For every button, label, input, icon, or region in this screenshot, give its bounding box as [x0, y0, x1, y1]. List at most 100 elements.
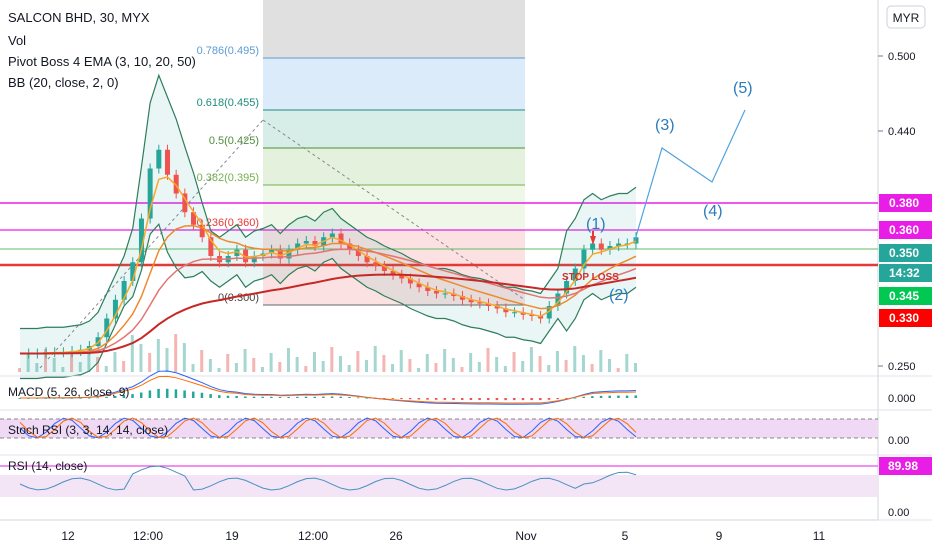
- fib-zone-382: [263, 185, 525, 230]
- macd-histogram-bar: [382, 398, 386, 399]
- macd-histogram-bar: [400, 398, 403, 399]
- candle-body: [191, 212, 197, 225]
- volume-bar: [113, 352, 117, 372]
- macd-histogram-bar: [487, 398, 490, 401]
- x-axis-label: 12:00: [298, 529, 328, 543]
- macd-histogram-bar: [192, 391, 195, 398]
- fib-zone-500: [263, 148, 525, 185]
- price-tick-label: 0.440: [888, 126, 916, 138]
- volume-bar: [434, 363, 438, 372]
- indicator-bb[interactable]: BB (20, close, 2, 0): [8, 75, 119, 90]
- candle-body: [355, 249, 361, 256]
- candle-body: [451, 293, 457, 296]
- volume-bar: [61, 367, 65, 372]
- price-tick-label: 0.250: [888, 361, 916, 373]
- trend-line-up[interactable]: [39, 119, 264, 369]
- volume-bar: [208, 359, 212, 372]
- macd-histogram-bar: [157, 388, 160, 398]
- macd-histogram-bar: [434, 398, 438, 400]
- candle-body: [564, 281, 570, 294]
- indicator-ema[interactable]: Pivot Boss 4 EMA (3, 10, 20, 50): [8, 54, 196, 69]
- indicator-vol[interactable]: Vol: [8, 33, 26, 48]
- elliott-projection[interactable]: [634, 109, 746, 241]
- candle-body: [182, 193, 188, 213]
- candle-body: [381, 266, 387, 271]
- candle-body: [598, 243, 604, 250]
- macd-histogram-bar: [304, 396, 308, 398]
- macd-histogram-bar: [530, 398, 533, 401]
- macd-histogram-bar: [131, 394, 134, 398]
- price-badge-time: 14:32: [879, 264, 932, 282]
- rsi-line: [19, 465, 637, 491]
- trend-line-down[interactable]: [262, 119, 526, 301]
- candle-body: [494, 306, 500, 309]
- candle-body: [529, 314, 535, 316]
- macd-histogram-bar: [365, 397, 369, 399]
- macd-label[interactable]: MACD (5, 26, close, 9): [8, 385, 129, 399]
- volume-bar: [156, 339, 160, 372]
- x-axis-label: 19: [225, 529, 239, 543]
- x-axis-label: 26: [389, 529, 403, 543]
- volume-bar: [408, 359, 412, 372]
- candle-body: [112, 299, 118, 319]
- candle-body: [624, 243, 630, 245]
- macd-histogram-bar: [330, 396, 334, 398]
- candle-body: [104, 318, 110, 338]
- macd-histogram-bar: [252, 396, 256, 398]
- currency-label: MYR: [893, 11, 920, 25]
- volume-bar: [391, 364, 395, 372]
- candle-body: [199, 224, 205, 238]
- volume-bar: [599, 350, 603, 372]
- volume-bar: [581, 355, 585, 372]
- macd-histogram-bar: [18, 398, 21, 399]
- volume-bar: [44, 349, 48, 372]
- candle-body: [433, 291, 439, 294]
- rsi-label[interactable]: RSI (14, close): [8, 459, 87, 473]
- candle-body: [156, 149, 162, 169]
- candle-body: [633, 237, 639, 244]
- ema-lines: [20, 176, 637, 355]
- stoch-tick: 0.00: [888, 435, 909, 447]
- volume-bar: [356, 351, 360, 372]
- volume-bar: [564, 360, 568, 372]
- volume-bar: [96, 357, 100, 372]
- candle-body: [234, 249, 240, 256]
- volume-bar: [538, 356, 542, 372]
- ema-line: [20, 273, 637, 355]
- volume-bar: [78, 362, 82, 372]
- candle-body: [147, 168, 153, 219]
- volume-bar: [625, 354, 629, 372]
- x-axis-label: 11: [813, 529, 826, 543]
- macd-histogram-bar: [209, 394, 212, 398]
- macd-histogram-bar: [599, 395, 603, 398]
- rsi-series: [19, 465, 637, 491]
- currency-button[interactable]: [886, 5, 926, 29]
- macd-histogram-bar: [495, 398, 499, 401]
- candle-body: [555, 293, 561, 306]
- chart-title[interactable]: SALCON BHD, 30, MYX: [8, 10, 150, 25]
- macd-histogram-bar: [565, 398, 568, 399]
- candle-body: [468, 299, 474, 303]
- bb-lower: [20, 222, 637, 380]
- fib-retracement[interactable]: [263, 0, 525, 306]
- volume-bar: [278, 362, 282, 372]
- price-badge-text: 0.350: [889, 246, 919, 260]
- volume-bar: [269, 353, 273, 372]
- volume-bar: [365, 360, 369, 372]
- volume-bar: [52, 358, 56, 372]
- volume-bar: [529, 347, 533, 372]
- bb-upper: [20, 73, 637, 330]
- macd-histogram-bar: [113, 395, 117, 398]
- macd-histogram-bar: [573, 397, 577, 399]
- macd-pane[interactable]: [18, 370, 638, 405]
- stoch-k-line: [19, 417, 637, 439]
- volume-bar: [130, 335, 134, 372]
- volume-bars: [18, 334, 637, 372]
- volume-bar: [26, 354, 30, 372]
- candle-body: [399, 274, 405, 279]
- stoch-label[interactable]: Stoch RSI (3, 3, 14, 14, close): [8, 423, 168, 437]
- candle-body: [329, 233, 335, 238]
- volume-bar: [634, 363, 637, 372]
- macd-histogram-bar: [417, 398, 421, 400]
